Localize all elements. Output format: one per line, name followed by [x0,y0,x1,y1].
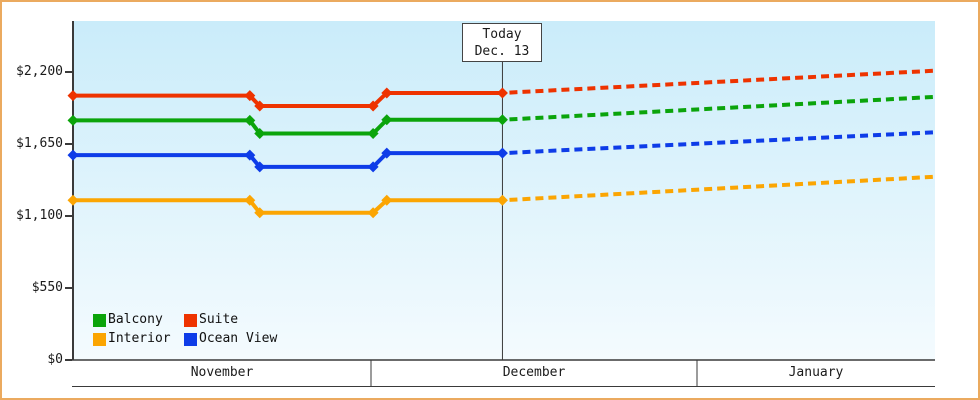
ocean-view-color-swatch [184,332,197,346]
y-axis-label: $2,200 [16,64,63,79]
y-axis-label: $1,650 [16,136,63,151]
legend-item-ocean-view: Ocean View [184,332,277,346]
y-axis-label: $0 [47,352,63,367]
y-axis-label: $550 [31,280,63,295]
legend-row: Balcony Suite [93,313,277,327]
legend-label: Balcony [108,312,163,327]
legend-label: Suite [199,312,239,327]
today-title: Today [482,26,522,42]
x-axis-month-label: November [190,365,254,380]
x-axis-month-label: January [788,365,844,380]
legend-item-suite: Suite [184,313,238,327]
interior-color-swatch [93,332,106,346]
legend-item-interior: Interior [93,332,184,346]
suite-color-swatch [184,313,197,327]
today-annotation-box: Today Dec. 13 [462,23,542,62]
legend-label: Interior [108,331,171,346]
legend-label: Ocean View [199,331,278,346]
today-date: Dec. 13 [474,43,530,59]
legend: Balcony Suite Interior Ocean View [93,313,277,346]
legend-row: Interior Ocean View [93,332,277,346]
balcony-color-swatch [93,313,106,327]
legend-item-balcony: Balcony [93,313,184,327]
y-axis-label: $1,100 [16,208,63,223]
x-axis-month-label: December [502,365,566,380]
